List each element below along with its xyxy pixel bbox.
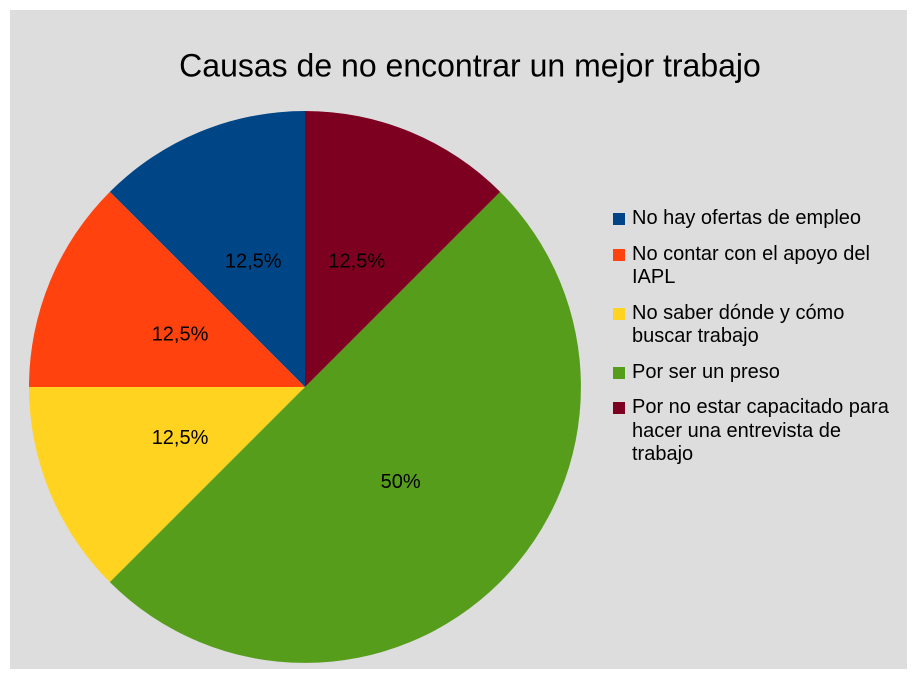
legend-swatch	[613, 402, 625, 414]
data-label: 50%	[381, 471, 421, 493]
legend-item: Por ser un preso	[613, 361, 903, 385]
pie-slice	[29, 387, 305, 583]
data-label: 12,5%	[225, 250, 282, 272]
legend-swatch	[613, 366, 625, 379]
legend-swatch	[613, 307, 625, 320]
data-label: 12,5%	[152, 427, 209, 449]
legend: No hay ofertas de empleo No contar con el…	[613, 207, 903, 479]
pie-slice	[29, 191, 305, 387]
legend-label: No hay ofertas de empleo	[632, 207, 862, 229]
legend-item: Por no estar capacitado para hacer una e…	[613, 396, 903, 467]
legend-swatch	[613, 213, 625, 225]
legend-swatch	[613, 248, 625, 261]
data-label: 12,5%	[152, 324, 209, 346]
legend-item: No hay ofertas de empleo	[613, 207, 903, 231]
data-label: 12,5%	[328, 250, 385, 272]
pie-slice	[305, 110, 501, 387]
legend-label: Por no estar capacitado para hacer una e…	[632, 396, 889, 465]
pie-slice	[109, 191, 581, 663]
legend-label: No saber dónde y cómo buscar trabajo	[632, 301, 845, 348]
pie-slice	[109, 111, 305, 387]
legend-item: No saber dónde y cómo buscar trabajo	[613, 302, 903, 349]
legend-item: No contar con el apoyo del IAPL	[613, 243, 903, 290]
legend-label: No contar con el apoyo del IAPL	[632, 242, 870, 289]
legend-label: Por ser un preso	[632, 360, 780, 383]
chart: Causas de no encontrar un mejor trabajo …	[29, 47, 761, 663]
chart-title: Causas de no encontrar un mejor trabajo	[179, 47, 761, 83]
chart-area: Causas de no encontrar un mejor trabajo …	[10, 10, 907, 669]
